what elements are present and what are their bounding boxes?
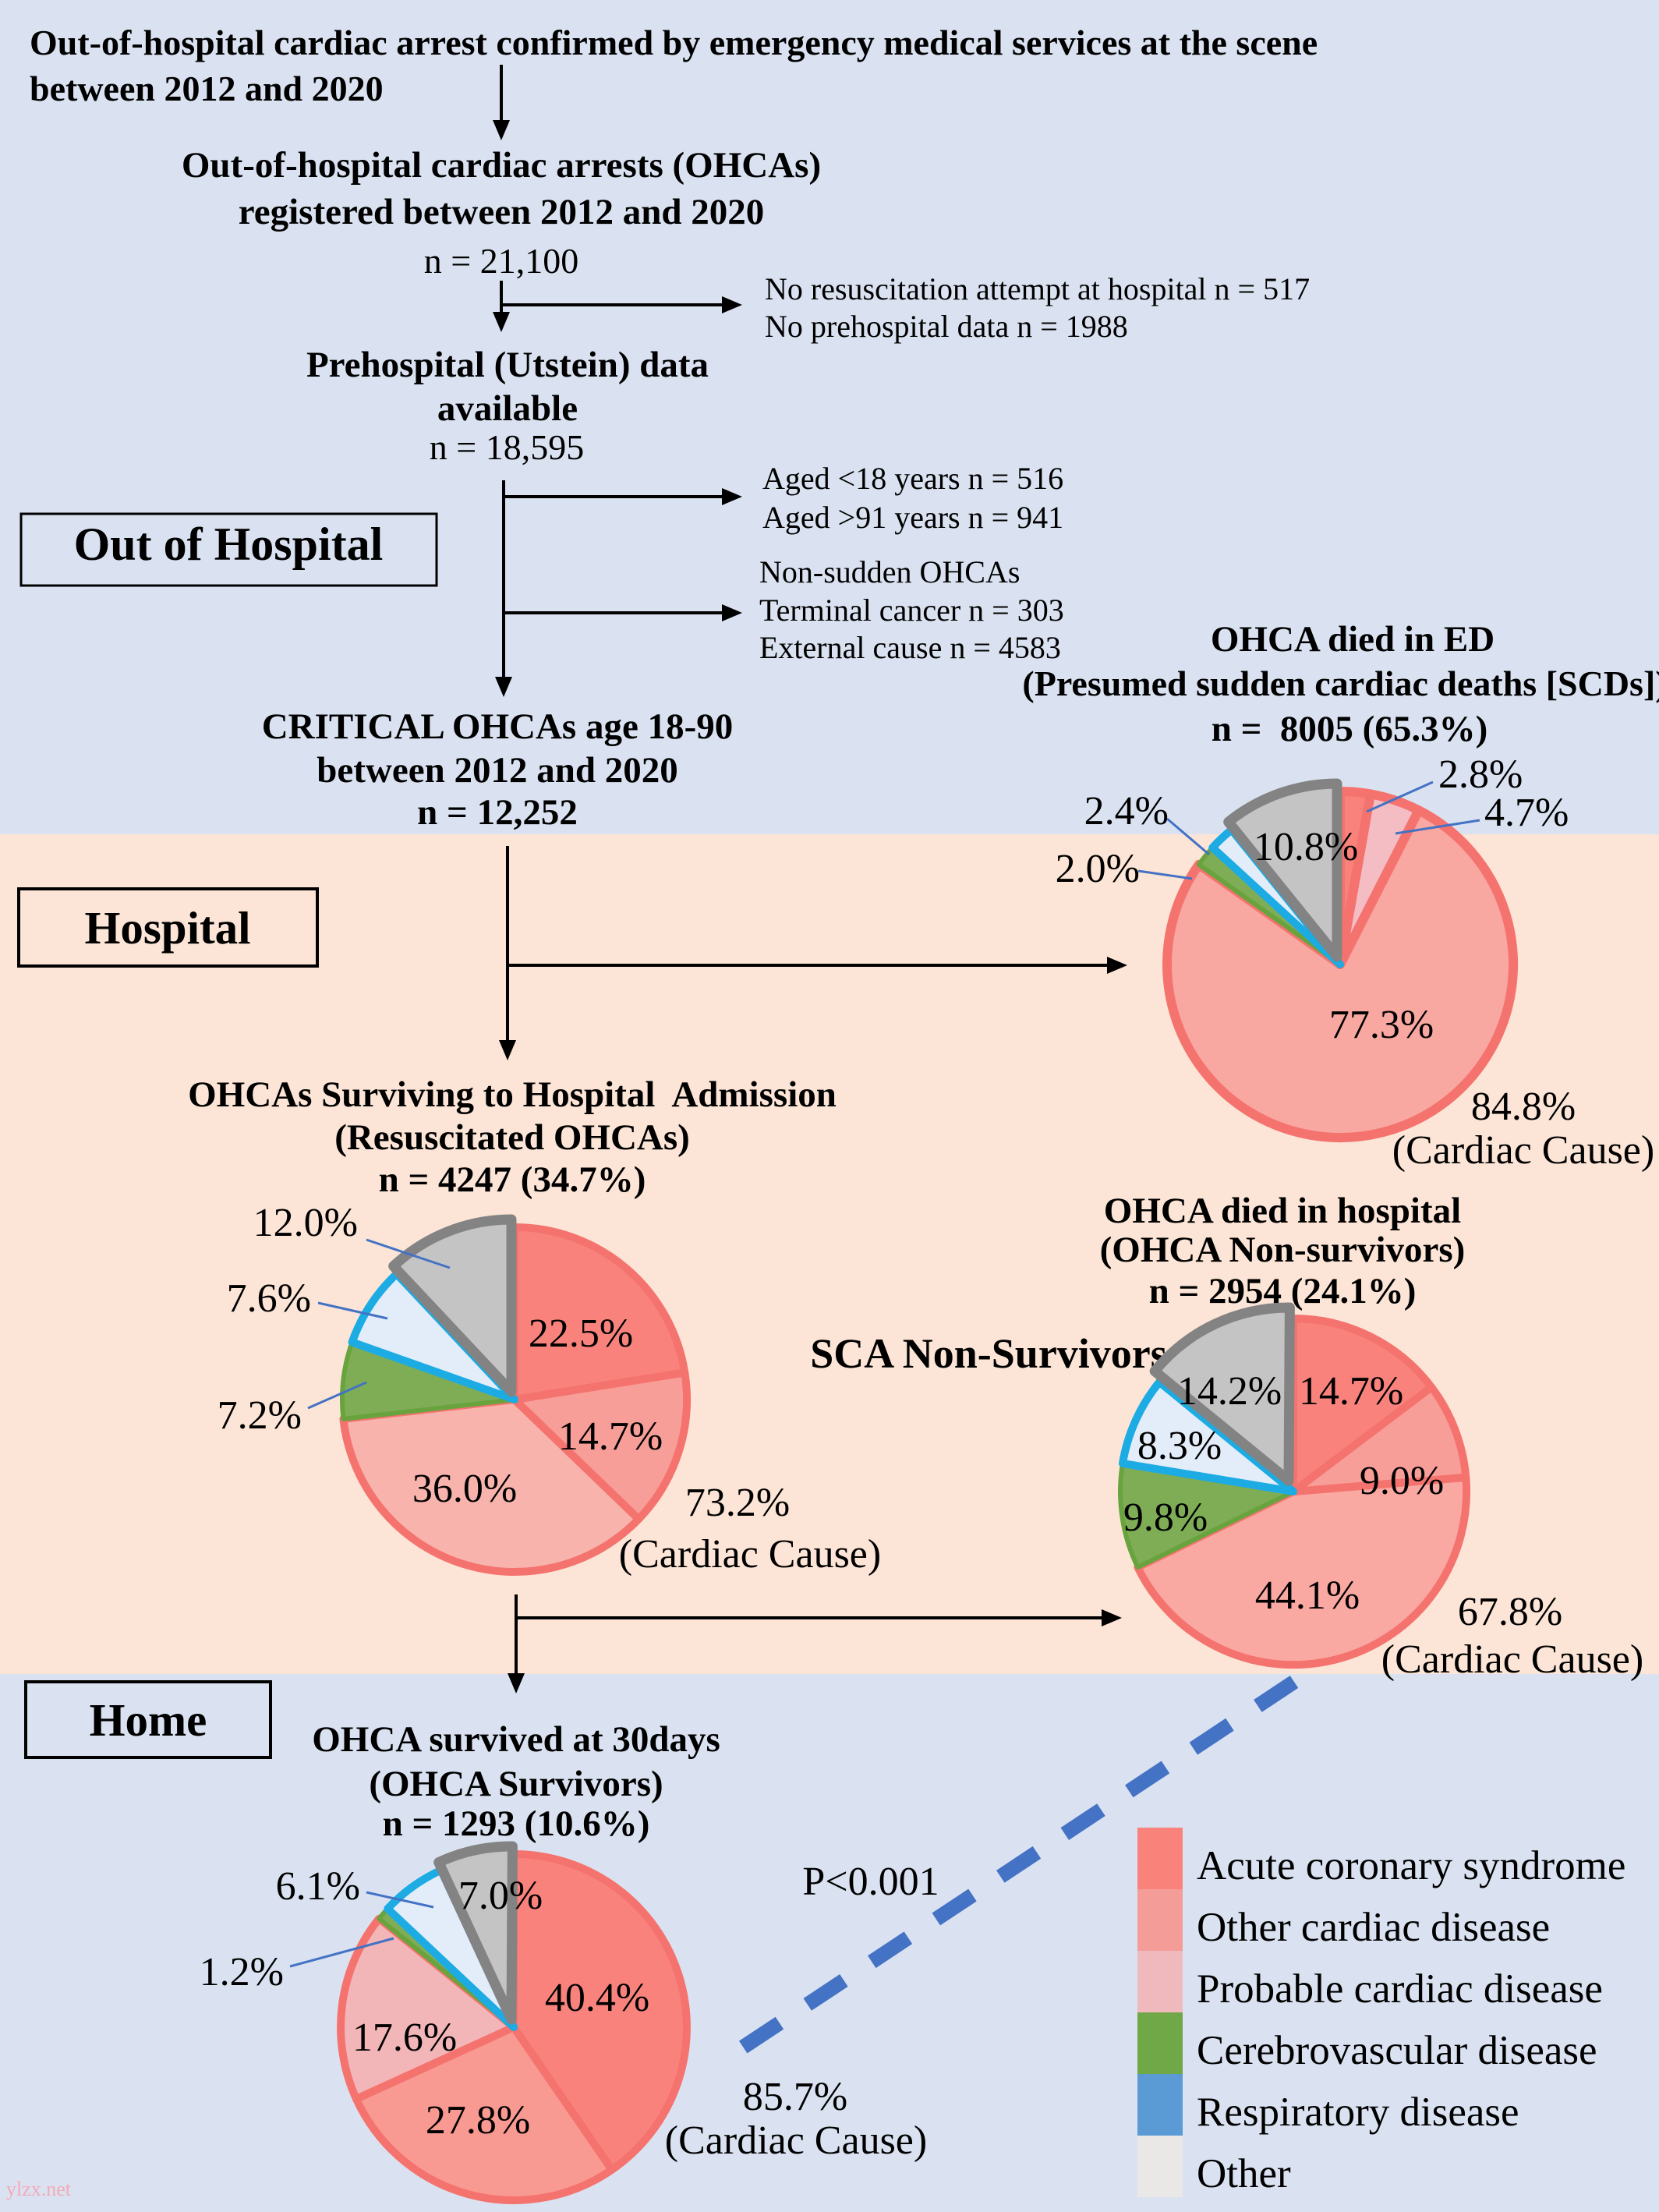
svg-text:External cause n = 4583: External cause n = 4583 [759,630,1061,665]
svg-text:available: available [437,388,578,429]
svg-text:n = 8005 (65.3%): n = 8005 (65.3%) [1212,709,1487,749]
svg-text:Cerebrovascular disease: Cerebrovascular disease [1197,2028,1597,2073]
svg-text:between 2012 and 2020: between 2012 and 2020 [317,750,677,791]
svg-text:67.8%: 67.8% [1458,1590,1562,1634]
svg-text:14.2%: 14.2% [1177,1369,1282,1414]
svg-text:85.7%: 85.7% [743,2075,847,2119]
svg-text:between 2012 and 2020: between 2012 and 2020 [30,69,384,108]
svg-text:Non-sudden OHCAs: Non-sudden OHCAs [759,554,1020,589]
svg-text:Other cardiac disease: Other cardiac disease [1197,1905,1550,1950]
svg-text:Out of Hospital: Out of Hospital [74,518,384,570]
svg-text:9.8%: 9.8% [1123,1495,1208,1540]
svg-text:OHCA died in hospital: OHCA died in hospital [1104,1191,1461,1231]
svg-text:27.8%: 27.8% [426,2098,530,2143]
svg-text:n = 21,100: n = 21,100 [424,241,578,281]
svg-text:(Cardiac Cause): (Cardiac Cause) [665,2118,927,2163]
svg-text:(Cardiac Cause): (Cardiac Cause) [619,1532,881,1577]
svg-text:7.0%: 7.0% [458,1874,543,1918]
svg-text:36.0%: 36.0% [412,1467,517,1511]
svg-text:(Cardiac Cause): (Cardiac Cause) [1392,1128,1654,1173]
svg-text:n = 12,252: n = 12,252 [417,792,578,833]
svg-text:7.2%: 7.2% [218,1393,302,1438]
svg-text:8.3%: 8.3% [1137,1424,1222,1468]
svg-text:CRITICAL OHCAs age 18-90: CRITICAL OHCAs age 18-90 [262,706,734,747]
svg-text:14.7%: 14.7% [1299,1369,1403,1414]
svg-text:No resuscitation attempt at ho: No resuscitation attempt at hospital n =… [765,271,1310,306]
svg-text:registered between 2012 and 20: registered between 2012 and 2020 [239,192,764,232]
svg-text:Out-of-hospital cardiac arrest: Out-of-hospital cardiac arrests (OHCAs) [182,145,821,186]
svg-text:9.0%: 9.0% [1360,1459,1444,1503]
svg-text:SCA Non-Survivors: SCA Non-Survivors [810,1330,1167,1377]
svg-text:Terminal cancer n = 303: Terminal cancer n = 303 [759,593,1064,628]
svg-text:17.6%: 17.6% [352,2016,457,2060]
svg-text:OHCA survived at 30days: OHCA survived at 30days [312,1719,720,1760]
svg-text:12.0%: 12.0% [253,1201,358,1245]
svg-text:Aged >91 years n = 941: Aged >91 years n = 941 [762,500,1063,535]
svg-text:P<0.001: P<0.001 [802,1860,939,1904]
svg-text:7.6%: 7.6% [227,1276,311,1321]
svg-text:Probable cardiac disease: Probable cardiac disease [1197,1966,1603,2012]
svg-text:Other: Other [1197,2151,1291,2196]
svg-text:1.2%: 1.2% [200,1950,284,1994]
svg-text:(Presumed sudden cardiac death: (Presumed sudden cardiac deaths [SCDs]) [1022,664,1659,703]
svg-text:2.4%: 2.4% [1084,789,1169,833]
svg-text:Prehospital (Utstein) data: Prehospital (Utstein) data [306,345,709,385]
svg-text:(OHCA Non-survivors): (OHCA Non-survivors) [1100,1230,1466,1270]
svg-text:No prehospital data n = 1988: No prehospital data n = 1988 [765,309,1128,344]
svg-text:44.1%: 44.1% [1255,1573,1360,1618]
svg-text:OHCA died in ED: OHCA died in ED [1211,619,1495,660]
svg-text:(Cardiac Cause): (Cardiac Cause) [1381,1637,1643,1682]
svg-text:40.4%: 40.4% [545,1976,649,2020]
svg-text:4.7%: 4.7% [1484,791,1569,835]
svg-text:(Resuscitated OHCAs): (Resuscitated OHCAs) [334,1117,690,1158]
svg-text:2.0%: 2.0% [1056,847,1140,891]
svg-text:6.1%: 6.1% [276,1864,360,1909]
svg-text:Acute coronary syndrome: Acute coronary syndrome [1197,1843,1625,1888]
svg-text:Respiratory disease: Respiratory disease [1197,2090,1519,2135]
svg-text:OHCAs Surviving to Hospital A: OHCAs Surviving to Hospital Admission [188,1074,837,1115]
svg-text:73.2%: 73.2% [685,1481,790,1525]
svg-text:77.3%: 77.3% [1329,1003,1434,1047]
svg-text:2.8%: 2.8% [1438,752,1523,797]
svg-text:Hospital: Hospital [84,902,250,954]
svg-text:Aged <18 years n = 516: Aged <18 years n = 516 [762,461,1063,496]
svg-text:Home: Home [90,1694,207,1746]
svg-text:n = 18,595: n = 18,595 [430,427,584,467]
svg-text:10.8%: 10.8% [1254,825,1358,869]
svg-text:84.8%: 84.8% [1471,1085,1576,1129]
svg-text:n = 4247 (34.7%): n = 4247 (34.7%) [379,1159,646,1200]
svg-text:ylzx.net: ylzx.net [6,2178,72,2200]
svg-text:Out-of-hospital cardiac arrest: Out-of-hospital cardiac arrest confirmed… [30,23,1318,62]
svg-text:n = 1293 (10.6%): n = 1293 (10.6%) [383,1803,650,1844]
svg-text:(OHCA Survivors): (OHCA Survivors) [369,1764,663,1804]
svg-text:22.5%: 22.5% [529,1311,633,1356]
svg-text:14.7%: 14.7% [558,1414,663,1459]
